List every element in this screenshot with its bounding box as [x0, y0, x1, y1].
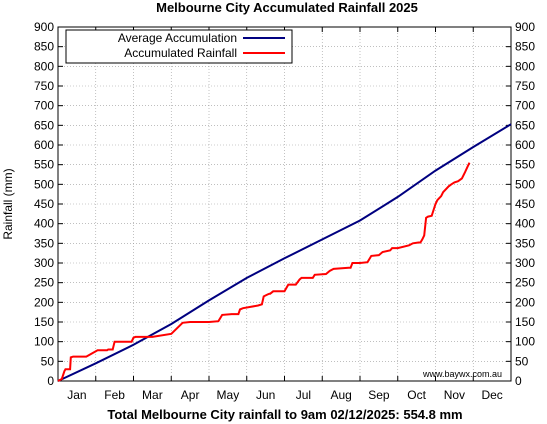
x-tick-label: Aug: [330, 388, 351, 402]
y-tick-label-left: 900: [34, 20, 54, 34]
y-axis-label: Rainfall (mm): [1, 168, 15, 239]
y-tick-label-right: 600: [515, 138, 535, 152]
series-line-accumulated-rainfall: [57, 162, 471, 382]
x-axis: Jan Feb Mar Apr May Jun Jul Aug Sep Oct Nov Dec: [67, 27, 503, 402]
y-tick-label-right: 150: [515, 315, 535, 329]
y-tick-label-left: 700: [34, 99, 54, 113]
y-tick-label-left: 100: [34, 335, 54, 349]
y-tick-label-left: 50: [41, 354, 55, 368]
y-tick-label-left: 200: [34, 295, 54, 309]
y-tick-label-right: 750: [515, 79, 535, 93]
chart-title: Melbourne City Accumulated Rainfall 2025: [156, 0, 418, 15]
footer-total: Total Melbourne City rainfall to 9am 02/…: [107, 407, 462, 422]
y-tick-label-right: 0: [515, 374, 522, 388]
y-tick-label-right: 700: [515, 99, 535, 113]
y-tick-label-left: 0: [47, 374, 54, 388]
y-tick-label-right: 400: [515, 217, 535, 231]
y-axis-left: 0 50 100 150 200 250 300 350 400 450 500 550 600 650 7…: [34, 20, 63, 388]
y-tick-label-left: 850: [34, 40, 54, 54]
credit-text: www.baywx.com.au: [422, 369, 502, 379]
y-tick-label-left: 150: [34, 315, 54, 329]
x-tick-label: Oct: [407, 388, 426, 402]
y-tick-label-right: 50: [515, 354, 529, 368]
y-tick-label-right: 900: [515, 20, 535, 34]
legend-label-average: Average Accumulation: [118, 31, 237, 45]
x-tick-label: Jun: [256, 388, 275, 402]
y-tick-label-left: 450: [34, 197, 54, 211]
y-tick-label-left: 600: [34, 138, 54, 152]
legend-box: [65, 29, 293, 64]
y-tick-label-right: 200: [515, 295, 535, 309]
y-tick-label-right: 250: [515, 276, 535, 290]
y-tick-label-right: 800: [515, 59, 535, 73]
y-tick-label-left: 350: [34, 236, 54, 250]
x-tick-label: Mar: [142, 388, 163, 402]
y-tick-label-right: 550: [515, 158, 535, 172]
x-tick-label: Jul: [296, 388, 311, 402]
y-tick-label-left: 250: [34, 276, 54, 290]
x-tick-label: Sep: [368, 388, 390, 402]
grid: [58, 27, 511, 381]
y-axis-right: 0 50 100 150 200 250 300 350 400 450 500 550 600 650 7…: [506, 20, 535, 388]
series-line-average-accumulation: [57, 123, 512, 382]
x-tick-label: Nov: [444, 388, 465, 402]
y-tick-label-right: 300: [515, 256, 535, 270]
x-tick-label: May: [217, 388, 240, 402]
y-tick-label-right: 350: [515, 236, 535, 250]
y-tick-label-right: 100: [515, 335, 535, 349]
y-tick-label-left: 750: [34, 79, 54, 93]
legend-label-accumulated: Accumulated Rainfall: [124, 46, 237, 60]
x-tick-label: Apr: [181, 388, 200, 402]
x-tick-label: Feb: [104, 388, 125, 402]
x-tick-label: Jan: [67, 388, 86, 402]
y-tick-label-right: 850: [515, 40, 535, 54]
y-tick-label-right: 500: [515, 177, 535, 191]
y-tick-label-left: 800: [34, 59, 54, 73]
y-tick-label-left: 650: [34, 118, 54, 132]
y-tick-label-left: 500: [34, 177, 54, 191]
y-tick-label-right: 450: [515, 197, 535, 211]
x-tick-label: Dec: [481, 388, 502, 402]
legend: Average Accumulation Accumulated Rainfal…: [65, 29, 293, 64]
y-tick-label-right: 650: [515, 118, 535, 132]
y-tick-label-left: 300: [34, 256, 54, 270]
y-tick-label-left: 550: [34, 158, 54, 172]
y-tick-label-left: 400: [34, 217, 54, 231]
plot-area: [57, 26, 512, 382]
